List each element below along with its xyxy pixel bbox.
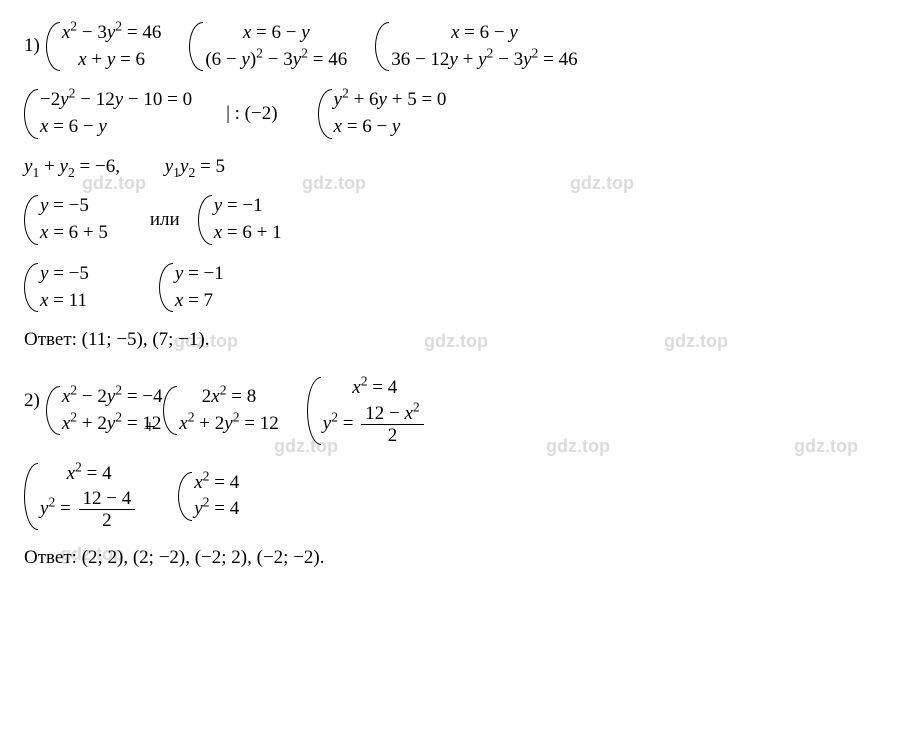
- eq-line: y = −5: [40, 261, 89, 288]
- problem-2: 2) x2 − 2y2 = −4 x2 + 2y2 = 12 + 2x2 = 8…: [24, 375, 888, 571]
- p1-system-3: x = 6 − y 36 − 12y + y2 − 3y2 = 46: [375, 20, 577, 73]
- vieta-prod: y1y2 = 5: [165, 155, 225, 180]
- eq-line: y = −5: [40, 193, 108, 220]
- eq-line: (6 − y)2 − 3y2 = 46: [205, 47, 347, 74]
- eq-line: 36 − 12y + y2 − 3y2 = 46: [391, 47, 577, 74]
- p2-system-2: 2x2 = 8 x2 + 2y2 = 12: [163, 384, 279, 437]
- eq-line: x = 6 − y: [205, 20, 347, 47]
- eq-line: x = 6 + 1: [214, 220, 282, 247]
- p1-sol-1b: y = −1 x = 6 + 1: [198, 193, 282, 246]
- p1-vieta: y1 + y2 = −6, y1y2 = 5: [24, 155, 888, 180]
- vieta-sum: y1 + y2 = −6,: [24, 155, 120, 180]
- p2-answer: Ответ: (2; 2), (2; −2), (−2; 2), (−2; −2…: [24, 546, 888, 571]
- p2-system-1: x2 − 2y2 = −4 x2 + 2y2 = 12: [46, 384, 163, 437]
- p1-sol-2a: y = −5 x = 11: [24, 261, 89, 314]
- eq-line: x2 = 4: [40, 461, 138, 488]
- p1-system-2: x = 6 − y (6 − y)2 − 3y2 = 46: [189, 20, 347, 73]
- p2-system-4: x2 = 4 y2 = 12 − 42: [24, 461, 138, 533]
- eq-line: 2x2 = 8: [179, 384, 279, 411]
- eq-line: x2 + 2y2 = 12: [62, 411, 163, 438]
- p1-system-5: y2 + 6y + 5 = 0 x = 6 − y: [318, 87, 447, 140]
- p1-row-2: −2y2 − 12y − 10 = 0 x = 6 − y | : (−2) y…: [24, 87, 888, 140]
- eq-line: x2 − 2y2 = −4: [62, 384, 163, 411]
- eq-line: x = 6 − y: [391, 20, 577, 47]
- eq-line: x = 6 + 5: [40, 220, 108, 247]
- p2-row-2: x2 = 4 y2 = 12 − 42 x2 = 4 y2 = 4: [24, 461, 888, 533]
- eq-line: y = −1: [214, 193, 282, 220]
- eq-line: x2 = 4: [194, 470, 239, 497]
- p1-row-3: y = −5 x = 6 + 5 или y = −1 x = 6 + 1: [24, 193, 888, 246]
- eq-line: x + y = 6: [62, 47, 162, 74]
- eq-line: y2 = 4: [194, 496, 239, 523]
- p2-system-3: x2 = 4 y2 = 12 − x22: [307, 375, 427, 447]
- eq-line: x = 11: [40, 288, 89, 315]
- p1-answer: Ответ: (11; −5), (7; −1).: [24, 328, 888, 353]
- p2-system-5: x2 = 4 y2 = 4: [178, 470, 239, 523]
- p1-system-1: x2 − 3y2 = 46 x + y = 6: [46, 20, 162, 73]
- p1-sol-1a: y = −5 x = 6 + 5: [24, 193, 108, 246]
- eq-line: y2 = 12 − x22: [323, 402, 427, 447]
- eq-line: y2 = 12 − 42: [40, 487, 138, 532]
- eq-line: x2 + 2y2 = 12: [179, 411, 279, 438]
- eq-line: x = 7: [175, 288, 224, 315]
- p1-row-4: y = −5 x = 11 y = −1 x = 7: [24, 261, 888, 314]
- eq-line: x2 = 4: [323, 375, 427, 402]
- problem-1: 1) x2 − 3y2 = 46 x + y = 6 x = 6 − y (6 …: [24, 20, 888, 353]
- eq-line: −2y2 − 12y − 10 = 0: [40, 87, 192, 114]
- divide-note: | : (−2): [226, 102, 277, 127]
- p2-label: 2): [24, 375, 40, 414]
- p2-row-1: 2) x2 − 2y2 = −4 x2 + 2y2 = 12 + 2x2 = 8…: [24, 375, 888, 447]
- p1-row-1: 1) x2 − 3y2 = 46 x + y = 6 x = 6 − y (6 …: [24, 20, 888, 73]
- eq-line: y2 + 6y + 5 = 0: [334, 87, 447, 114]
- eq-line: x = 6 − y: [40, 114, 192, 141]
- eq-line: x = 6 − y: [334, 114, 447, 141]
- or-word: или: [150, 208, 180, 233]
- eq-line: x2 − 3y2 = 46: [62, 20, 162, 47]
- eq-line: y = −1: [175, 261, 224, 288]
- p1-sol-2b: y = −1 x = 7: [159, 261, 224, 314]
- p1-label: 1): [24, 20, 40, 59]
- p1-system-4: −2y2 − 12y − 10 = 0 x = 6 − y: [24, 87, 192, 140]
